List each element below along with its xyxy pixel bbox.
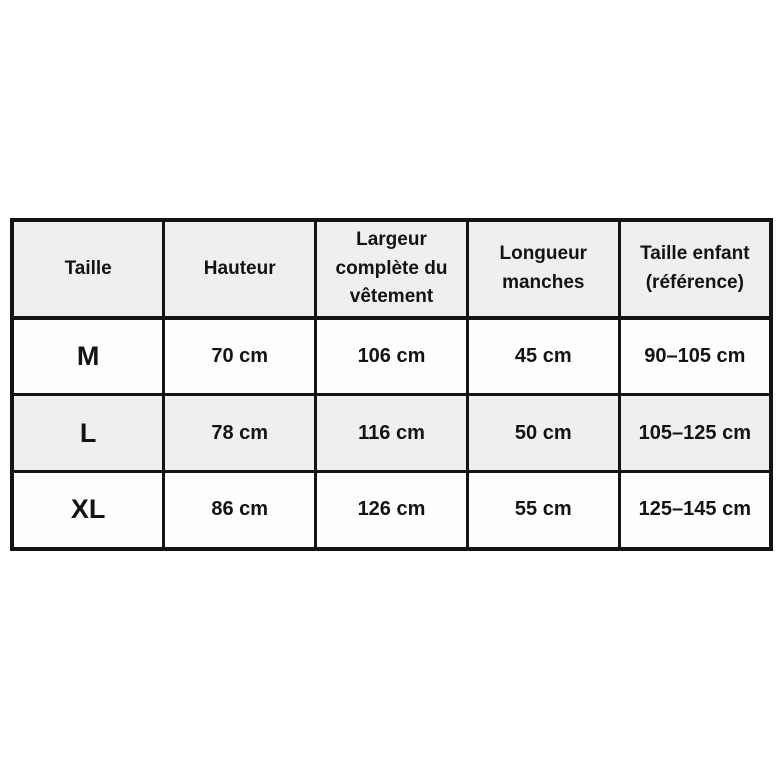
cell-l-enfant: 105–125 cm <box>617 393 773 473</box>
table-row-m: M 70 cm 106 cm 45 cm 90–105 cm <box>10 316 773 396</box>
size-chart-header: Taille Hauteur Largeur complète du vêtem… <box>10 218 773 320</box>
header-cell-hauteur: Hauteur <box>162 218 318 320</box>
cell-l-largeur: 116 cm <box>314 393 469 473</box>
header-cell-manches: Longueur manches <box>465 218 621 320</box>
cell-m-hauteur: 70 cm <box>162 316 318 396</box>
cell-l-size: L <box>10 393 166 473</box>
cell-l-hauteur: 78 cm <box>162 393 318 473</box>
header-cell-enfant: Taille enfant (référence) <box>617 218 773 320</box>
table-row-xl: XL 86 cm 126 cm 55 cm 125–145 cm <box>10 470 773 550</box>
cell-l-manches: 50 cm <box>465 393 621 473</box>
header-row: Taille Hauteur Largeur complète du vêtem… <box>10 218 773 320</box>
cell-m-enfant: 90–105 cm <box>617 316 773 396</box>
size-chart-body: M 70 cm 106 cm 45 cm 90–105 cm L 78 cm 1… <box>10 316 773 550</box>
cell-m-manches: 45 cm <box>465 316 621 396</box>
cell-m-largeur: 106 cm <box>314 316 469 396</box>
cell-xl-size: XL <box>10 470 166 550</box>
size-chart-table: Taille Hauteur Largeur complète du vêtem… <box>10 218 773 551</box>
header-cell-taille: Taille <box>10 218 166 320</box>
cell-xl-largeur: 126 cm <box>314 470 469 550</box>
header-cell-largeur: Largeur complète du vêtement <box>314 218 469 320</box>
cell-xl-hauteur: 86 cm <box>162 470 318 550</box>
table-row-l: L 78 cm 116 cm 50 cm 105–125 cm <box>10 393 773 473</box>
cell-m-size: M <box>10 316 166 396</box>
cell-xl-enfant: 125–145 cm <box>617 470 773 550</box>
cell-xl-manches: 55 cm <box>465 470 621 550</box>
size-chart: Taille Hauteur Largeur complète du vêtem… <box>10 218 773 551</box>
